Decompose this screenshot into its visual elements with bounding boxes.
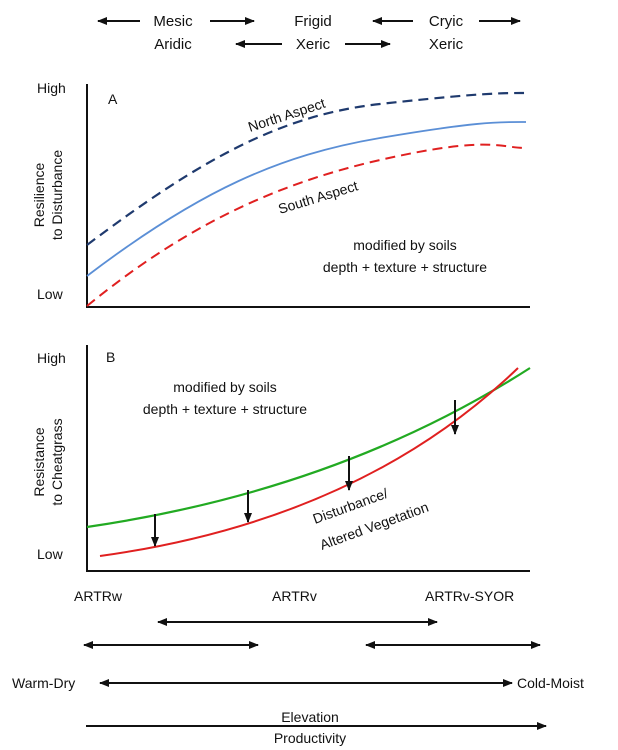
- north-aspect-curve: [86, 91, 529, 246]
- panel-a-note-1: modified by soils: [353, 237, 457, 253]
- vegetation-range-arrows: [83, 618, 541, 649]
- panel-a: A High Low Resilience to Disturbance Nor…: [31, 80, 530, 308]
- panel-a-low-label: Low: [37, 286, 64, 302]
- mid-aspect-curve: [86, 121, 527, 277]
- top-regime-arrows: [97, 17, 521, 48]
- panel-b-low-label: Low: [37, 546, 64, 562]
- panel-a-letter: A: [108, 91, 118, 107]
- panel-b: B High Low Resistance to Cheatgrass modi…: [31, 345, 531, 572]
- gradient-cold-moist: Cold-Moist: [517, 675, 584, 691]
- panel-a-y-label-1: Resilience: [31, 162, 47, 227]
- veg-artrv-syor: ARTRv-SYOR: [425, 588, 514, 604]
- regime-aridic: Aridic: [154, 36, 192, 53]
- panel-b-y-label-1: Resistance: [31, 427, 47, 496]
- panel-b-y-label-2: to Cheatgrass: [49, 418, 65, 505]
- gradient-warm-dry: Warm-Dry: [12, 675, 75, 691]
- red-altered-curve: [99, 367, 519, 557]
- panel-b-note-1: modified by soils: [173, 379, 277, 395]
- panel-a-high-label: High: [37, 80, 66, 96]
- regime-xeric-right: Xeric: [429, 36, 464, 53]
- elevation-label: Elevation: [281, 709, 339, 725]
- panel-b-letter: B: [106, 349, 115, 365]
- panel-b-note-2: depth + texture + structure: [143, 401, 307, 417]
- north-aspect-label: North Aspect: [246, 95, 327, 135]
- veg-artrv: ARTRv: [272, 588, 317, 604]
- regime-xeric-mid: Xeric: [296, 36, 331, 53]
- panel-a-y-label-2: to Disturbance: [49, 150, 65, 240]
- productivity-label: Productivity: [274, 730, 346, 746]
- south-aspect-label: South Aspect: [276, 177, 360, 216]
- regime-frigid: Frigid: [294, 13, 332, 30]
- panel-a-note-2: depth + texture + structure: [323, 259, 487, 275]
- panel-b-high-label: High: [37, 350, 66, 366]
- regime-cryic: Cryic: [429, 13, 464, 30]
- veg-artrw: ARTRw: [74, 588, 123, 604]
- regime-mesic: Mesic: [153, 13, 193, 30]
- south-aspect-curve: [86, 143, 527, 307]
